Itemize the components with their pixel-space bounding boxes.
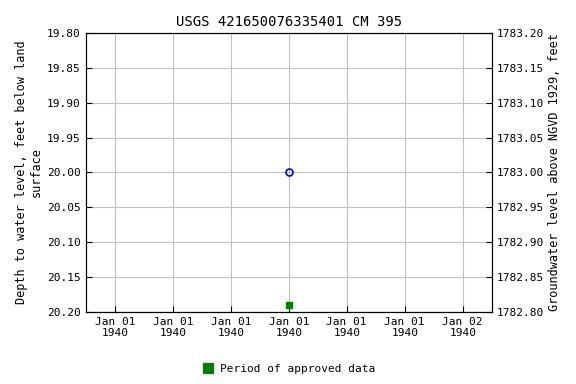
- Y-axis label: Depth to water level, feet below land
surface: Depth to water level, feet below land su…: [15, 41, 43, 304]
- Title: USGS 421650076335401 CM 395: USGS 421650076335401 CM 395: [176, 15, 402, 29]
- Y-axis label: Groundwater level above NGVD 1929, feet: Groundwater level above NGVD 1929, feet: [548, 33, 561, 311]
- Legend: Period of approved data: Period of approved data: [196, 359, 380, 379]
